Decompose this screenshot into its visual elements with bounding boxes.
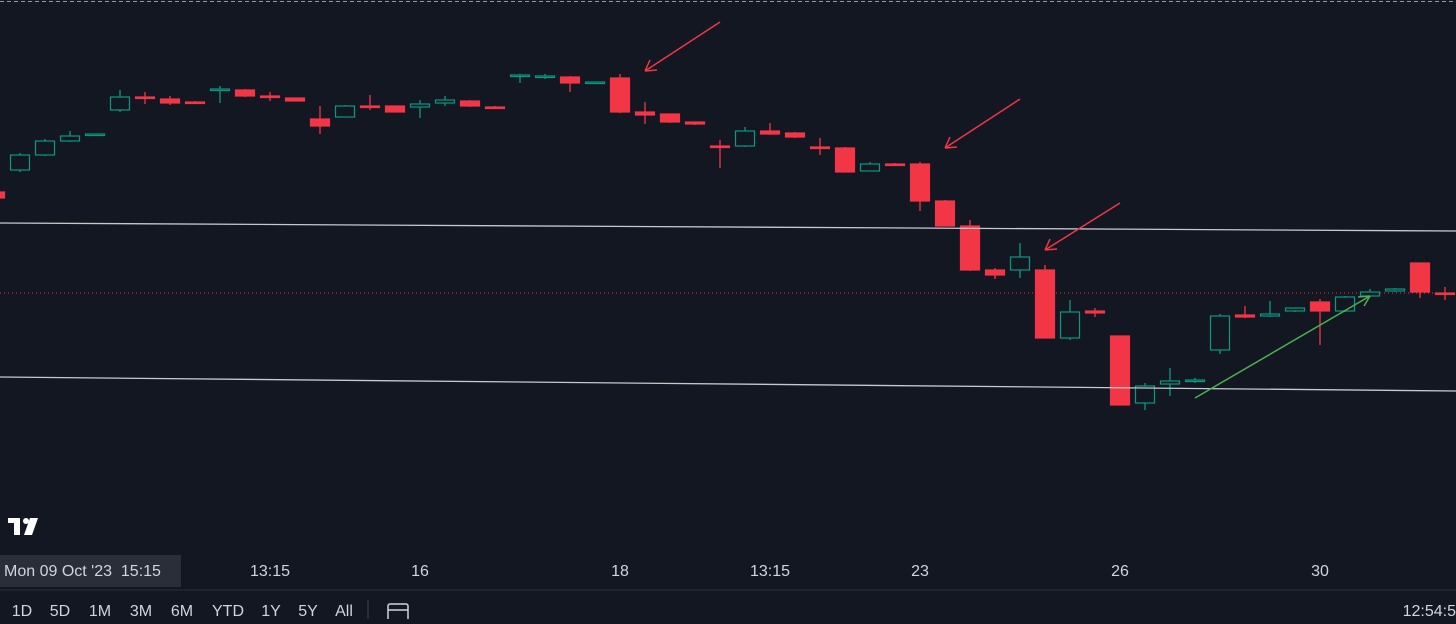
candle-body xyxy=(259,95,281,99)
candle-body xyxy=(859,163,881,172)
candle-body xyxy=(709,145,731,149)
arrow xyxy=(944,98,1021,149)
candle-body xyxy=(684,121,706,125)
candle-body xyxy=(534,75,556,79)
candle-body xyxy=(1159,380,1181,385)
candle-body xyxy=(584,81,606,85)
candle-body xyxy=(434,99,456,104)
range-button[interactable]: 3M xyxy=(130,603,152,620)
candle-body xyxy=(634,111,656,116)
candle-body xyxy=(109,96,131,111)
candle-body xyxy=(409,103,431,108)
x-tick-label: 23 xyxy=(911,563,929,580)
candle-body xyxy=(484,106,506,110)
trend-line xyxy=(0,222,1456,232)
candle-body xyxy=(84,133,106,137)
logo-part xyxy=(24,518,38,535)
range-button[interactable]: 5D xyxy=(50,603,70,620)
range-button[interactable]: 5Y xyxy=(298,603,318,620)
candle-body xyxy=(959,225,981,271)
trend-line xyxy=(0,376,1456,392)
candle-body xyxy=(1284,307,1306,312)
candle-body xyxy=(1059,311,1081,339)
x-tick-label: 13:15 xyxy=(250,563,290,580)
candle-body xyxy=(34,140,56,156)
candle-body xyxy=(759,130,781,135)
arrow xyxy=(1194,295,1371,399)
candle-body xyxy=(1384,288,1406,292)
clock: 12:54:5 xyxy=(1403,603,1456,619)
candle-body xyxy=(1134,385,1156,404)
x-tick-label: 26 xyxy=(1111,563,1129,580)
candle-body xyxy=(0,191,6,199)
candle-body xyxy=(1209,315,1231,351)
time-axis: 13:15 16 18 13:15 23 26 30 xyxy=(250,563,1329,580)
candle-body xyxy=(1409,262,1431,293)
candle-body xyxy=(734,130,756,147)
range-button[interactable]: All xyxy=(335,603,353,620)
candle-body xyxy=(909,163,931,202)
candle-body xyxy=(1009,256,1031,271)
plot xyxy=(0,74,1456,410)
x-tick-label: 30 xyxy=(1311,563,1329,580)
toolbar: 1D 5D 1M 3M 6M YTD 1Y 5Y All xyxy=(12,603,353,620)
range-button[interactable]: YTD xyxy=(212,603,244,620)
candle-body xyxy=(1109,335,1131,406)
candle-body xyxy=(659,113,681,123)
annotation-arrows xyxy=(644,21,1121,251)
candle-body xyxy=(934,200,956,227)
candle-body xyxy=(59,135,81,142)
candle-body xyxy=(509,74,531,78)
candle-body xyxy=(334,105,356,118)
candle-body xyxy=(9,154,31,171)
candle-body xyxy=(1184,379,1206,383)
candle-body xyxy=(1034,269,1056,339)
candle-body xyxy=(284,97,306,102)
x-tick-label: 13:15 xyxy=(750,563,790,580)
candle-body xyxy=(559,76,581,84)
candle-body xyxy=(884,163,906,167)
candle-body xyxy=(609,77,631,113)
candle-body xyxy=(134,96,156,100)
candle-body xyxy=(384,105,406,113)
candle-body xyxy=(809,146,831,150)
candle-body xyxy=(234,89,256,97)
crosshair-label-box xyxy=(0,555,181,587)
candle-body xyxy=(1309,301,1331,312)
candle-body xyxy=(1259,313,1281,317)
range-button[interactable]: 6M xyxy=(171,603,193,620)
crosshair-label: Mon 09 Oct '23 15:15 xyxy=(4,563,161,580)
candle-body xyxy=(834,147,856,173)
candle-body xyxy=(1084,310,1106,314)
logo-part xyxy=(23,518,29,524)
arrow xyxy=(644,21,721,72)
candle-body xyxy=(209,88,231,92)
x-tick-label: 16 xyxy=(411,563,429,580)
candle-body xyxy=(459,100,481,107)
logo xyxy=(8,518,38,535)
candle-body xyxy=(784,132,806,138)
candle-body xyxy=(1434,292,1456,296)
candle-body xyxy=(184,101,206,105)
arrow xyxy=(1044,202,1121,251)
candle-body xyxy=(359,105,381,109)
candle-body xyxy=(1234,314,1256,318)
candle-body xyxy=(984,269,1006,276)
candle-body xyxy=(309,118,331,127)
candle-body xyxy=(1334,296,1356,312)
range-button[interactable]: 1Y xyxy=(261,603,281,620)
range-button[interactable]: 1D xyxy=(12,603,32,620)
range-button[interactable]: 1M xyxy=(89,603,111,620)
candle-body xyxy=(1359,291,1381,297)
x-tick-label: 18 xyxy=(611,563,629,580)
logo-part xyxy=(14,518,20,535)
candle-body xyxy=(159,98,181,104)
